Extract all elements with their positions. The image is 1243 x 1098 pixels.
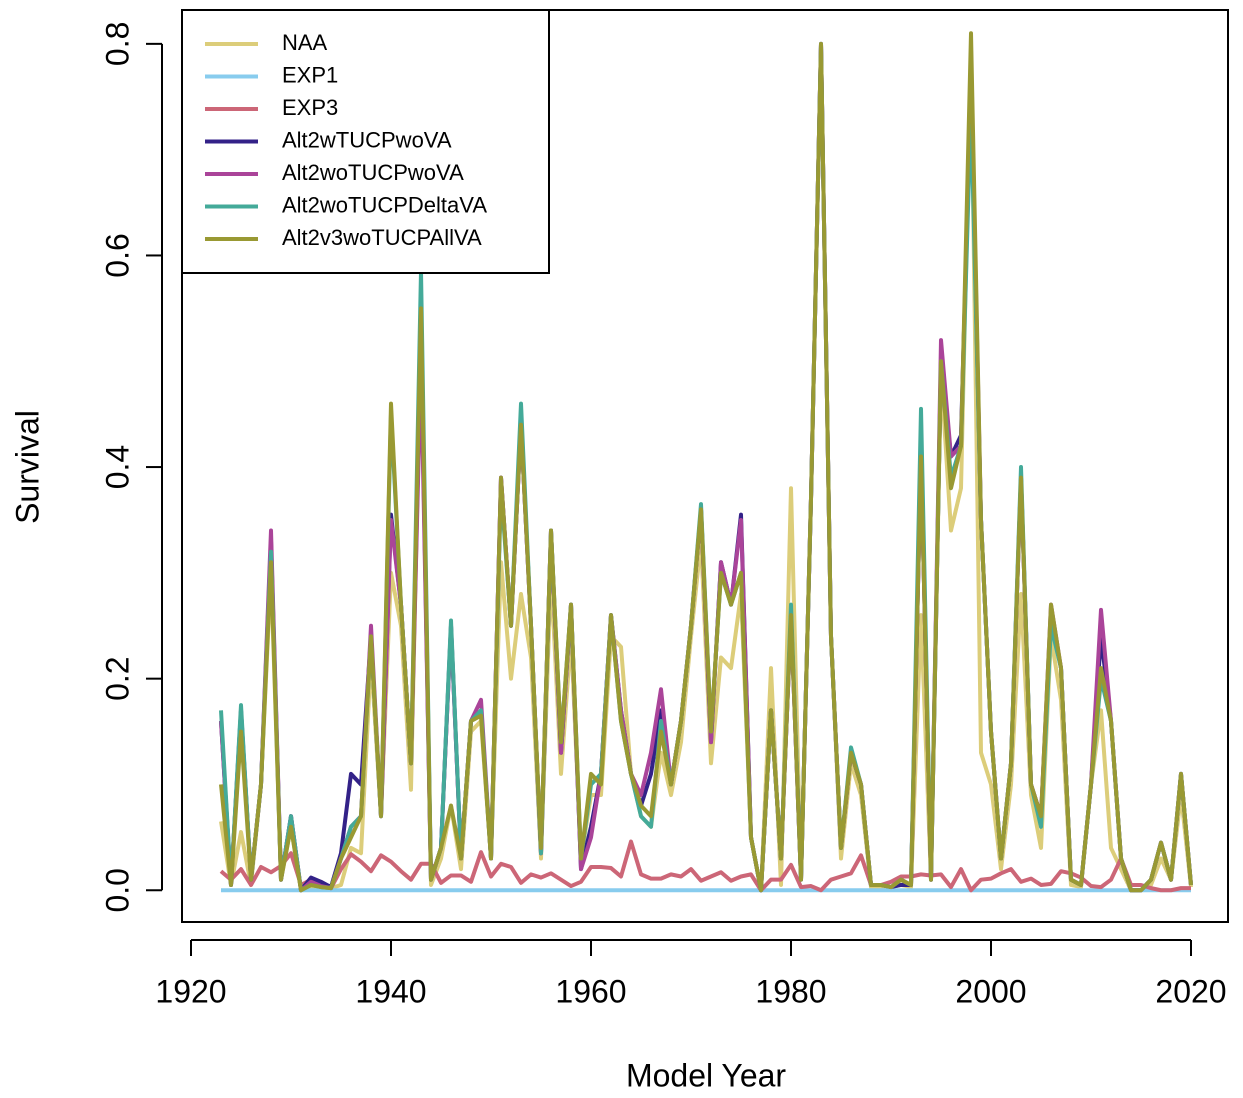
x-tick-label: 2000 bbox=[955, 973, 1026, 1009]
series-line bbox=[219, 839, 1191, 893]
y-tick-label: 0.6 bbox=[99, 233, 135, 277]
y-tick-label: 0.8 bbox=[99, 22, 135, 66]
legend-label: Alt2wTUCPwoVA bbox=[282, 127, 452, 152]
legend-label: Alt2woTUCPwoVA bbox=[282, 160, 464, 185]
legend-label: EXP1 bbox=[282, 62, 338, 87]
legend-label: Alt2woTUCPDeltaVA bbox=[282, 192, 487, 217]
x-tick-label: 1920 bbox=[155, 973, 226, 1009]
y-tick-label: 0.4 bbox=[99, 445, 135, 489]
x-tick-label: 1960 bbox=[555, 973, 626, 1009]
y-tick-label: 0.0 bbox=[99, 868, 135, 912]
legend-label: EXP3 bbox=[282, 95, 338, 120]
y-tick-label: 0.2 bbox=[99, 656, 135, 700]
x-tick-label: 1940 bbox=[355, 973, 426, 1009]
plot-frame bbox=[181, 9, 1229, 923]
x-axis-title: Model Year bbox=[626, 1057, 786, 1093]
legend-label: Alt2v3woTUCPAllVA bbox=[282, 225, 482, 250]
y-axis-title: Survival bbox=[9, 410, 45, 524]
series-line bbox=[219, 31, 1193, 893]
x-tick-label: 2020 bbox=[1155, 973, 1226, 1009]
x-tick-label: 1980 bbox=[755, 973, 826, 1009]
legend-label: NAA bbox=[282, 30, 328, 55]
